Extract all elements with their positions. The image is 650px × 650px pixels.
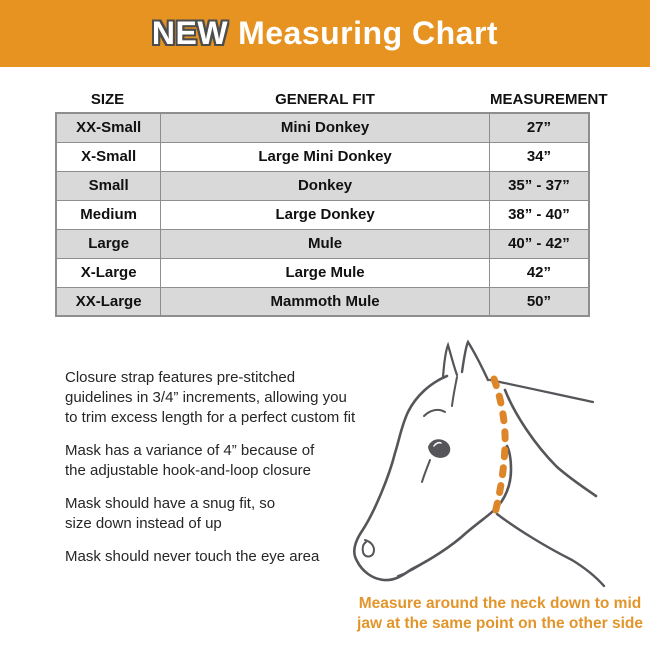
- fit-cell: Large Donkey: [160, 199, 490, 230]
- fitting-notes: Closure strap features pre-stitched guid…: [65, 368, 370, 580]
- new-badge: NEW: [151, 15, 229, 51]
- measurement-cell: 35” - 37”: [488, 170, 590, 201]
- note-eye-area: Mask should never touch the eye area: [65, 547, 370, 567]
- fit-cell: Mini Donkey: [160, 112, 490, 143]
- header-banner: NEW Measuring Chart: [0, 0, 650, 67]
- table-row: XX-Large Mammoth Mule 50”: [55, 286, 590, 317]
- note-line: size down instead of up: [65, 515, 222, 532]
- table-row: XX-Small Mini Donkey 27”: [55, 112, 590, 143]
- note-closure-strap: Closure strap features pre-stitched guid…: [65, 368, 370, 428]
- horse-eyebrow-line: [423, 408, 446, 417]
- table-row: X-Small Large Mini Donkey 34”: [55, 141, 590, 172]
- size-cell: XX-Small: [55, 112, 162, 143]
- note-line: Closure strap features pre-stitched: [65, 369, 296, 386]
- column-header-measurement: MEASUREMENT: [490, 91, 608, 108]
- measurement-cell: 34”: [488, 141, 590, 172]
- size-cell: X-Large: [55, 257, 162, 288]
- horse-eye-highlight: [433, 441, 442, 447]
- horse-neck-top-line: [488, 378, 595, 404]
- horse-nostril: [361, 539, 375, 558]
- column-header-size: SIZE: [90, 91, 125, 108]
- note-line: Mask should have a snug fit, so: [65, 495, 276, 512]
- table-column-headers: SIZE GENERAL FIT MEASUREMENT: [55, 91, 608, 108]
- horse-forelock-line: [451, 376, 458, 407]
- horse-left-ear: [441, 341, 459, 379]
- note-variance: Mask has a variance of 4” because of the…: [65, 441, 370, 481]
- measuring-caption: Measure around the neck down to mid jaw …: [355, 594, 645, 634]
- measure-dashed-line: [490, 375, 509, 517]
- fit-cell: Large Mini Donkey: [160, 141, 490, 172]
- horse-tear-line: [421, 459, 431, 483]
- size-cell: XX-Large: [55, 286, 162, 317]
- caption-line: Measure around the neck down to mid: [358, 595, 642, 612]
- horse-mouth-line: [397, 560, 427, 577]
- caption-line: jaw at the same point on the other side: [357, 615, 643, 632]
- horse-mane-line: [503, 388, 598, 498]
- fit-cell: Large Mule: [160, 257, 490, 288]
- measurement-cell: 27”: [488, 112, 590, 143]
- size-chart-table: XX-Small Mini Donkey 27” X-Small Large M…: [55, 112, 590, 317]
- fit-cell: Donkey: [160, 170, 490, 201]
- note-snug-fit: Mask should have a snug fit, so size dow…: [65, 494, 370, 534]
- note-line: Mask should never touch the eye area: [65, 548, 320, 565]
- note-line: Mask has a variance of 4” because of: [65, 442, 315, 459]
- horse-right-ear: [460, 339, 490, 382]
- measurement-cell: 42”: [488, 257, 590, 288]
- measurement-cell: 40” - 42”: [488, 228, 590, 259]
- table-row: Small Donkey 35” - 37”: [55, 170, 590, 201]
- note-line: guidelines in 3/4” increments, allowing …: [65, 389, 347, 406]
- horse-head-illustration: [352, 339, 606, 588]
- horse-head-diagram: [340, 330, 650, 592]
- page-title: NEW Measuring Chart: [152, 15, 498, 52]
- note-line: the adjustable hook-and-loop closure: [65, 462, 311, 479]
- measurement-cell: 50”: [488, 286, 590, 317]
- size-cell: Small: [55, 170, 162, 201]
- horse-eye: [428, 439, 451, 458]
- table-row: Large Mule 40” - 42”: [55, 228, 590, 259]
- size-cell: X-Small: [55, 141, 162, 172]
- horse-head-outline: [352, 374, 513, 582]
- note-line: to trim excess length for a perfect cust…: [65, 409, 356, 426]
- fit-cell: Mammoth Mule: [160, 286, 490, 317]
- table-row: X-Large Large Mule 42”: [55, 257, 590, 288]
- table-row: Medium Large Donkey 38” - 40”: [55, 199, 590, 230]
- fit-cell: Mule: [160, 228, 490, 259]
- size-cell: Medium: [55, 199, 162, 230]
- measurement-cell: 38” - 40”: [488, 199, 590, 230]
- page-title-text: Measuring Chart: [238, 15, 499, 51]
- size-cell: Large: [55, 228, 162, 259]
- horse-throat-line: [495, 512, 606, 588]
- column-header-general-fit: GENERAL FIT: [275, 91, 375, 108]
